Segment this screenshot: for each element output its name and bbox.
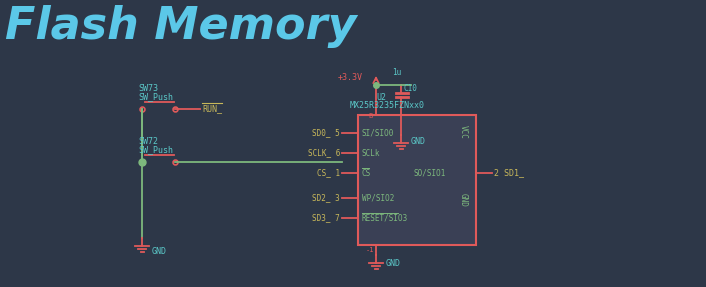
Text: GND: GND bbox=[458, 193, 467, 207]
Text: SW73: SW73 bbox=[138, 84, 158, 93]
Text: SO/SIO1: SO/SIO1 bbox=[414, 168, 446, 177]
Text: RESET/SIO3: RESET/SIO3 bbox=[362, 214, 408, 222]
Text: GND: GND bbox=[152, 247, 167, 257]
Text: SW_Push: SW_Push bbox=[138, 92, 173, 101]
Text: SW72: SW72 bbox=[138, 137, 158, 146]
Text: SW_Push: SW_Push bbox=[138, 145, 173, 154]
Text: SD3_ 7: SD3_ 7 bbox=[312, 214, 340, 222]
Text: U2: U2 bbox=[376, 93, 386, 102]
Text: RUN_: RUN_ bbox=[202, 104, 222, 113]
Text: GND: GND bbox=[386, 259, 401, 267]
Text: VCC: VCC bbox=[458, 125, 467, 139]
Text: +3.3V: +3.3V bbox=[338, 73, 363, 82]
Text: WP/SIO2: WP/SIO2 bbox=[362, 193, 395, 203]
Text: SCLk: SCLk bbox=[362, 148, 381, 158]
Text: CS_ 1: CS_ 1 bbox=[317, 168, 340, 177]
Text: 2 SD1_: 2 SD1_ bbox=[494, 168, 524, 177]
Bar bbox=[358, 115, 476, 245]
Text: Flash Memory: Flash Memory bbox=[5, 5, 357, 48]
Text: SCLK_ 6: SCLK_ 6 bbox=[308, 148, 340, 158]
Text: SI/SIO0: SI/SIO0 bbox=[362, 129, 395, 137]
Text: 1u: 1u bbox=[392, 68, 401, 77]
Text: SD0_ 5: SD0_ 5 bbox=[312, 129, 340, 137]
Text: GND: GND bbox=[411, 137, 426, 146]
Text: B: B bbox=[368, 113, 372, 119]
Text: C10: C10 bbox=[404, 84, 418, 93]
Text: SD2_ 3: SD2_ 3 bbox=[312, 193, 340, 203]
Text: CS: CS bbox=[362, 168, 371, 177]
Text: -1: -1 bbox=[366, 247, 374, 253]
Text: MX25R3235FZNxx0: MX25R3235FZNxx0 bbox=[350, 101, 425, 110]
